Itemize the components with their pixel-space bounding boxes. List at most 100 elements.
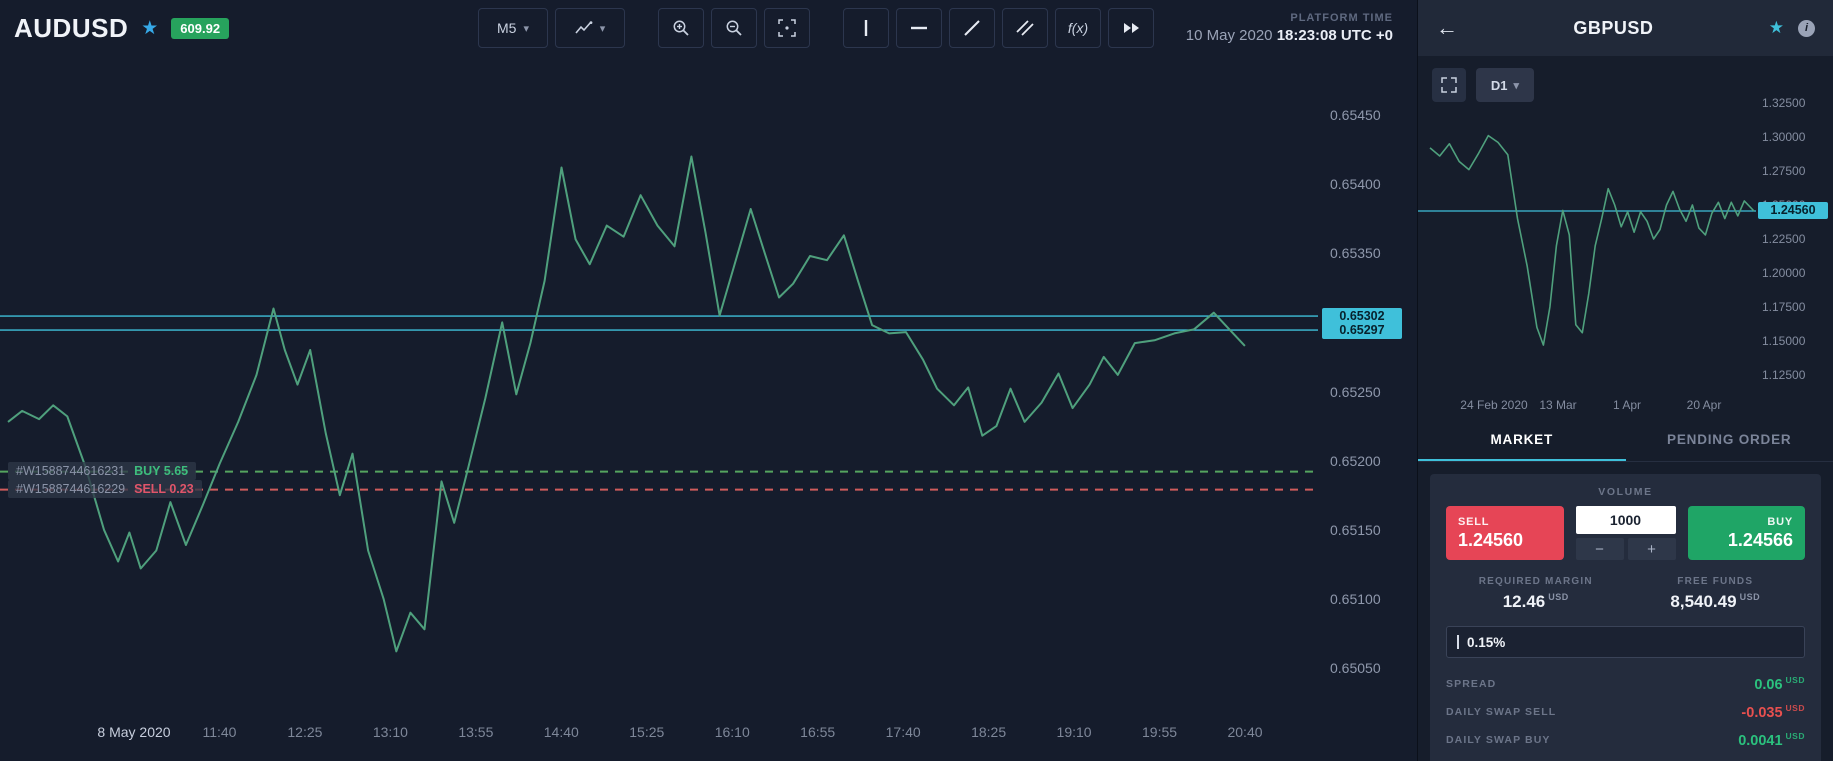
volume-decrease-button[interactable]: − — [1575, 538, 1624, 560]
free-funds-label: FREE FUNDS — [1677, 576, 1754, 587]
instrument-info-rows: SPREAD 0.06 USD DAILY SWAP SELL -0.035 USD DAI… — [1446, 670, 1805, 754]
zoom-group — [658, 8, 817, 48]
timeframe-value: M5 — [497, 20, 517, 36]
sell-button[interactable]: SELL 1.24560 — [1446, 506, 1564, 560]
info-row-value: 0.06 USD — [1754, 675, 1805, 693]
time-axis-label: 20 Apr — [1686, 398, 1722, 412]
risk-percent-value: 0.15% — [1467, 634, 1506, 650]
order-ticket: VOLUME SELL 1.24560 − + BUY 1.24566 — [1430, 474, 1821, 761]
zoom-out-button[interactable] — [711, 8, 757, 48]
platform-time-label: PLATFORM TIME — [1290, 12, 1393, 24]
time-axis-label: 20:40 — [1227, 724, 1263, 740]
parallel-lines-tool-button[interactable] — [1002, 8, 1048, 48]
mini-chart-plot[interactable] — [1418, 56, 1833, 418]
chevron-down-icon: ▾ — [523, 22, 529, 35]
current-price-tag: 0.65297 — [1322, 321, 1402, 339]
instrument-side-panel: ← GBPUSD ★ i D1 ▾ 1.32500 1.30000 1.27500 1… — [1417, 0, 1833, 761]
tab-pending-order[interactable]: PENDING ORDER — [1667, 432, 1792, 447]
horizontal-line-tool-button[interactable] — [896, 8, 942, 48]
platform-date: 10 May 2020 — [1185, 27, 1273, 44]
order-tabs: MARKET PENDING ORDER — [1418, 418, 1833, 462]
back-arrow-icon[interactable]: ← — [1436, 15, 1458, 40]
fast-forward-button[interactable] — [1108, 8, 1154, 48]
main-chart-plot[interactable] — [0, 56, 1417, 761]
info-row-daily-swap-buy: DAILY SWAP BUY 0.0041 USD — [1446, 726, 1805, 754]
timeframe-dropdown[interactable]: M5 ▾ — [478, 8, 548, 48]
info-row-label: DAILY SWAP BUY — [1446, 734, 1551, 746]
time-axis-label: 18:25 — [971, 724, 1007, 740]
price-axis-label: 0.65400 — [1330, 176, 1381, 193]
buy-button[interactable]: BUY 1.24566 — [1687, 506, 1805, 560]
main-chart-area[interactable]: 0.654500.654000.653500.653000.652500.652… — [0, 56, 1417, 761]
tab-market[interactable]: MARKET — [1418, 418, 1626, 461]
sell-price: 1.24560 — [1458, 529, 1524, 550]
order-id: #W1588744616229 — [16, 481, 126, 496]
chart-header: AUDUSD ★ 609.92 M5 ▾ ▾ — [0, 0, 1417, 56]
mini-chart-area[interactable]: D1 ▾ 1.325001.300001.275001.250001.22500… — [1418, 56, 1833, 418]
order-side-value: SELL 0.23 — [134, 481, 194, 496]
info-row-spread: SPREAD 0.06 USD — [1446, 670, 1805, 698]
free-funds-value: 8,540.49 USD — [1626, 592, 1806, 612]
volume-increase-button[interactable]: + — [1627, 538, 1676, 560]
time-axis-label: 1 Apr — [1612, 398, 1642, 412]
vertical-line-tool-button[interactable] — [843, 8, 889, 48]
symbol-title: AUDUSD — [14, 12, 129, 43]
time-axis-label: 13:55 — [458, 724, 494, 740]
time-axis-label: 13:10 — [372, 724, 408, 740]
horizontal-line-icon — [911, 26, 927, 30]
price-axis-label: 0.65250 — [1330, 383, 1381, 400]
favorite-star-icon[interactable]: ★ — [1768, 18, 1784, 37]
info-row-value: -0.035 USD — [1741, 703, 1805, 721]
order-label-sell[interactable]: #W1588744616229 SELL 0.23 — [8, 479, 202, 498]
risk-percent-input[interactable]: 0.15% — [1446, 626, 1805, 658]
symbol-block: AUDUSD ★ 609.92 — [14, 13, 266, 44]
time-axis-label: 16:10 — [714, 724, 750, 740]
time-axis-label: 16:55 — [800, 724, 836, 740]
price-axis-label: 1.15000 — [1762, 334, 1806, 348]
order-id: #W1588744616231 — [16, 463, 126, 478]
time-axis-label: 19:55 — [1142, 724, 1178, 740]
price-axis-label: 0.65050 — [1330, 660, 1381, 676]
indicators-button[interactable]: f(x) — [1055, 8, 1101, 48]
info-row-label: DAILY SWAP SELL — [1446, 706, 1557, 718]
required-margin-amount: 12.46 — [1502, 592, 1546, 611]
sell-button-label: SELL — [1458, 515, 1490, 528]
free-funds-amount: 8,540.49 — [1670, 592, 1737, 611]
expand-chart-button[interactable] — [1432, 68, 1466, 102]
zoom-out-icon — [726, 20, 742, 36]
time-axis-label: 24 Feb 2020 — [1460, 398, 1528, 412]
zoom-in-button[interactable] — [658, 8, 704, 48]
required-margin-value: 12.46 USD — [1446, 592, 1626, 612]
mini-timeframe-value: D1 — [1490, 77, 1508, 93]
chevron-down-icon: ▾ — [1513, 79, 1520, 92]
auto-scale-icon — [778, 19, 796, 37]
chart-type-dropdown[interactable]: ▾ — [555, 8, 625, 48]
info-icon[interactable]: i — [1798, 19, 1815, 37]
favorite-star-icon[interactable]: ★ — [141, 17, 159, 39]
mini-timeframe-dropdown[interactable]: D1 ▾ — [1476, 68, 1534, 102]
auto-scale-button[interactable] — [764, 8, 810, 48]
price-axis-label: 1.17500 — [1762, 300, 1806, 314]
required-margin-label: REQUIRED MARGIN — [1478, 576, 1593, 587]
volume-stepper: − + — [1575, 506, 1676, 560]
vertical-line-icon — [864, 20, 868, 36]
price-axis-label: 1.27500 — [1762, 164, 1806, 178]
trend-line-tool-button[interactable] — [949, 8, 995, 48]
order-label-buy[interactable]: #W1588744616231 BUY 5.65 — [8, 461, 197, 480]
volume-input[interactable] — [1575, 506, 1676, 534]
price-axis-label: 1.12500 — [1762, 368, 1806, 382]
buy-price: 1.24566 — [1727, 529, 1793, 550]
platform-time-block: PLATFORM TIME 10 May 2020 18:23:08 UTC +… — [1186, 12, 1393, 44]
info-row-value: 0.0041 USD — [1738, 731, 1805, 749]
side-header-icons: ★ i — [1769, 18, 1815, 38]
free-funds-block: FREE FUNDS 8,540.49 USD — [1626, 576, 1806, 612]
platform-clock: 18:23:08 UTC +0 — [1276, 27, 1393, 44]
platform-time-value: 10 May 2020 18:23:08 UTC +0 — [1186, 27, 1393, 44]
time-axis-label: 8 May 2020 — [97, 724, 171, 740]
order-side-value: BUY 5.65 — [134, 463, 189, 478]
text-cursor — [1457, 635, 1459, 649]
price-axis-label: 0.65200 — [1330, 452, 1381, 469]
time-axis-label: 14:40 — [543, 724, 579, 740]
buy-button-label: BUY — [1767, 515, 1793, 528]
required-margin-block: REQUIRED MARGIN 12.46 USD — [1446, 576, 1626, 612]
